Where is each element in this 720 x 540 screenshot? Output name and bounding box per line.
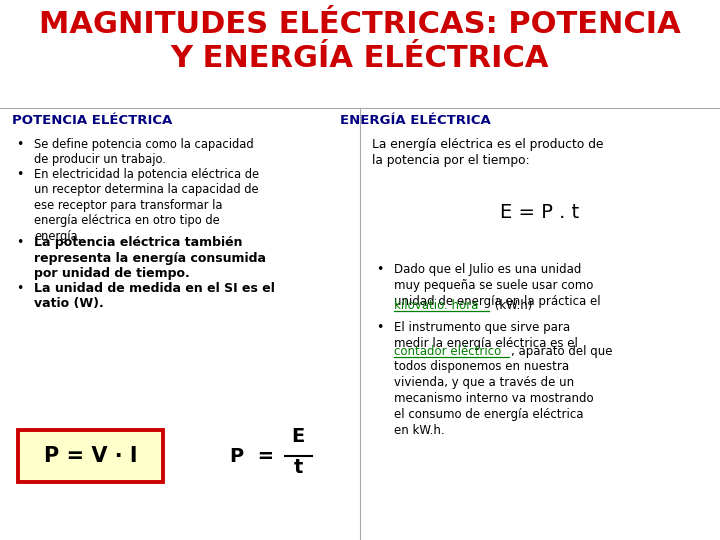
Text: La unidad de medida en el SI es el
vatio (W).: La unidad de medida en el SI es el vatio… [34,282,275,310]
Text: POTENCIA ELÉCTRICA: POTENCIA ELÉCTRICA [12,114,172,127]
Text: , aparato del que: , aparato del que [511,345,613,358]
Text: kilovatio. hora: kilovatio. hora [394,299,478,312]
Text: ENERGÍA ELÉCTRICA: ENERGÍA ELÉCTRICA [340,114,490,127]
Text: •: • [16,138,23,151]
Text: La energía eléctrica es el producto de
la potencia por el tiempo:: La energía eléctrica es el producto de l… [372,138,603,167]
Text: t: t [293,458,302,477]
Text: MAGNITUDES ELÉCTRICAS: POTENCIA
Y ENERGÍA ELÉCTRICA: MAGNITUDES ELÉCTRICAS: POTENCIA Y ENERGÍ… [39,10,681,72]
Text: •: • [376,321,383,334]
Text: E: E [292,427,305,446]
Text: P  =: P = [230,447,274,465]
FancyBboxPatch shape [18,430,163,482]
Text: P = V · I: P = V · I [44,446,138,466]
Text: •: • [376,263,383,276]
Text: E = P . t: E = P . t [500,203,580,222]
Text: (kW.h): (kW.h) [491,299,532,312]
Text: El instrumento que sirve para
medir la energía eléctrica es el: El instrumento que sirve para medir la e… [394,321,582,349]
Text: contador eléctrico: contador eléctrico [394,345,501,358]
Text: La potencia eléctrica también
representa la energía consumida
por unidad de tiem: La potencia eléctrica también representa… [34,236,266,280]
Text: Dado que el Julio es una unidad
muy pequeña se suele usar como
unidad de energía: Dado que el Julio es una unidad muy pequ… [394,263,604,308]
Text: todos disponemos en nuestra
vivienda, y que a través de un
mecanismo interno va : todos disponemos en nuestra vivienda, y … [394,360,593,437]
Text: •: • [16,236,23,249]
Text: •: • [16,282,23,295]
Text: En electricidad la potencia eléctrica de
un receptor determina la capacidad de
e: En electricidad la potencia eléctrica de… [34,168,259,243]
Text: Se define potencia como la capacidad
de producir un trabajo.: Se define potencia como la capacidad de … [34,138,253,166]
Text: •: • [16,168,23,181]
